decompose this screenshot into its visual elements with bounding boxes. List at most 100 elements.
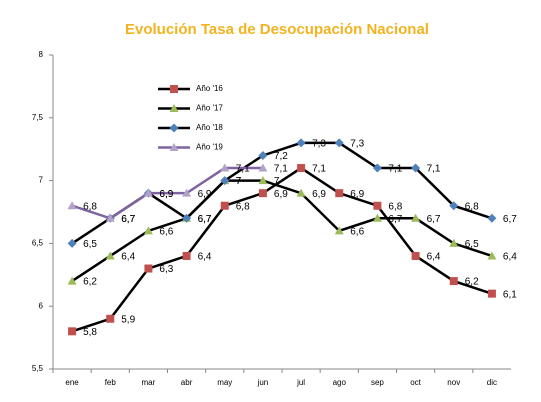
x-tick-label: abr xyxy=(181,378,193,387)
marker xyxy=(182,213,192,223)
x-tick-label: mar xyxy=(142,378,156,387)
data-label: 7,1 xyxy=(427,164,441,175)
x-tick-label: nov xyxy=(447,378,460,387)
data-label: 7 xyxy=(236,176,242,187)
marker xyxy=(258,150,268,160)
marker xyxy=(67,276,77,285)
data-label: 5,9 xyxy=(121,314,135,325)
x-tick-label: dic xyxy=(487,378,497,387)
y-tick-label: 5,5 xyxy=(32,364,44,373)
marker xyxy=(105,213,115,222)
data-label: 6,4 xyxy=(121,252,135,263)
marker xyxy=(411,163,421,173)
data-label: 7,2 xyxy=(274,151,288,162)
data-label: 7,1 xyxy=(388,164,402,175)
y-tick-label: 6,5 xyxy=(32,239,44,248)
marker xyxy=(258,189,267,198)
data-label: 6,4 xyxy=(198,252,212,263)
data-label: 6,7 xyxy=(388,214,402,225)
marker xyxy=(220,176,230,186)
data-label: 7 xyxy=(236,176,242,187)
data-label: 6,9 xyxy=(159,189,173,200)
marker xyxy=(220,163,230,172)
marker xyxy=(67,238,77,248)
data-label: 7,1 xyxy=(274,164,288,175)
x-tick-label: jul xyxy=(296,378,305,387)
marker xyxy=(449,277,458,286)
marker xyxy=(296,188,306,197)
legend-label: Año '18 xyxy=(196,123,223,132)
data-label: 6,9 xyxy=(198,189,212,200)
legend-marker xyxy=(170,85,178,93)
legend-marker xyxy=(169,143,179,151)
marker xyxy=(372,213,382,222)
marker xyxy=(220,201,229,210)
series-line xyxy=(71,179,493,283)
series-line xyxy=(71,166,263,220)
data-label: 6,7 xyxy=(198,214,212,225)
marker xyxy=(67,201,77,210)
data-label: 5,8 xyxy=(83,327,97,338)
marker xyxy=(106,314,115,323)
data-label: 6,7 xyxy=(427,214,441,225)
marker xyxy=(68,327,77,336)
marker xyxy=(258,163,268,172)
marker xyxy=(411,251,420,260)
marker xyxy=(182,251,191,260)
marker xyxy=(449,238,459,247)
marker xyxy=(144,264,153,273)
data-label: 6,8 xyxy=(236,201,250,212)
data-label: 6,4 xyxy=(503,252,517,263)
y-tick-label: 8 xyxy=(39,50,44,59)
marker xyxy=(411,213,421,222)
marker xyxy=(487,289,496,298)
x-tick-label: jun xyxy=(257,378,269,387)
legend-label: Año '16 xyxy=(196,84,223,93)
data-label: 6,9 xyxy=(274,189,288,200)
y-tick-label: 6 xyxy=(39,301,44,310)
chart-title: Evolución Tasa de Desocupación Nacional xyxy=(125,21,429,38)
series-line xyxy=(71,166,493,333)
legend-label: Año '19 xyxy=(196,143,223,152)
data-label: 6,2 xyxy=(465,277,479,288)
data-label: 6,8 xyxy=(83,201,97,212)
y-tick-label: 7 xyxy=(39,176,44,185)
data-label: 7,3 xyxy=(312,139,326,150)
data-label: 6,7 xyxy=(121,214,135,225)
data-label: 6,7 xyxy=(121,214,135,225)
marker xyxy=(334,226,344,235)
data-label: 6,4 xyxy=(427,252,441,263)
marker xyxy=(297,164,306,173)
x-tick-label: ene xyxy=(65,378,79,387)
data-label: 6,7 xyxy=(198,214,212,225)
marker xyxy=(296,138,306,148)
data-label: 6,7 xyxy=(503,214,517,225)
data-label: 7,1 xyxy=(312,164,326,175)
legend-marker xyxy=(169,104,179,112)
x-tick-label: ago xyxy=(333,378,347,387)
marker xyxy=(335,189,344,198)
data-label: 7 xyxy=(274,176,280,187)
marker xyxy=(334,138,344,148)
y-tick-label: 7,5 xyxy=(32,113,44,122)
data-label: 6,9 xyxy=(350,189,364,200)
data-label: 6,5 xyxy=(83,239,97,250)
data-label: 6,6 xyxy=(159,226,173,237)
legend-label: Año '17 xyxy=(196,104,223,113)
marker xyxy=(143,226,153,235)
marker xyxy=(258,176,268,185)
marker xyxy=(487,251,497,260)
x-tick-label: oct xyxy=(410,378,421,387)
data-label: 6,3 xyxy=(159,264,173,275)
data-label: 7,3 xyxy=(350,139,364,150)
data-label: 6,2 xyxy=(83,277,97,288)
legend-marker xyxy=(169,123,179,133)
data-label: 6,9 xyxy=(312,189,326,200)
data-label: 6,8 xyxy=(388,201,402,212)
x-tick-label: feb xyxy=(105,378,117,387)
data-label: 6,5 xyxy=(465,239,479,250)
marker xyxy=(105,251,115,260)
data-label: 7,1 xyxy=(236,164,250,175)
